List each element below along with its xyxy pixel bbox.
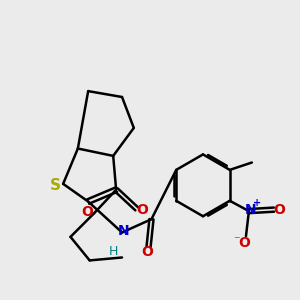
Text: N: N <box>118 224 129 238</box>
Text: O: O <box>141 245 153 260</box>
Text: H: H <box>109 245 118 258</box>
Text: O: O <box>273 202 285 217</box>
Text: S: S <box>50 178 60 193</box>
Text: O: O <box>238 236 250 250</box>
Text: ⁻: ⁻ <box>233 234 240 247</box>
Text: O: O <box>136 203 148 218</box>
Text: O: O <box>82 205 94 219</box>
Text: +: + <box>253 198 261 208</box>
Text: N: N <box>244 202 256 217</box>
